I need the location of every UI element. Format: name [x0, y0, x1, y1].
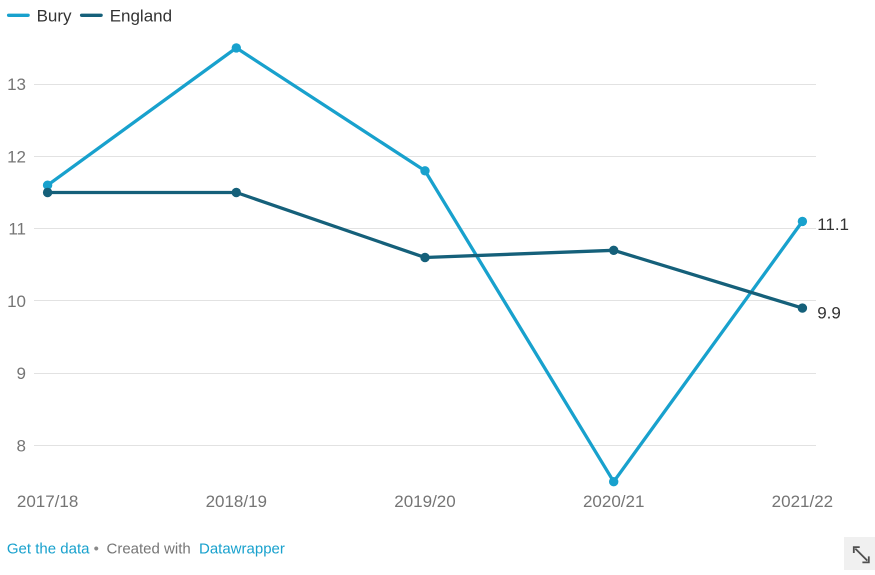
svg-text:2017/18: 2017/18 [17, 492, 78, 511]
svg-text:9.9: 9.9 [817, 304, 841, 323]
svg-text:England: England [110, 7, 172, 26]
svg-text:8: 8 [17, 437, 26, 456]
svg-text:Bury: Bury [37, 7, 72, 26]
svg-text:11: 11 [8, 220, 26, 239]
svg-text:2020/21: 2020/21 [583, 492, 644, 511]
svg-text:12: 12 [7, 147, 26, 166]
svg-text:11.1: 11.1 [817, 215, 849, 234]
svg-text:13: 13 [7, 75, 26, 94]
svg-text:2018/19: 2018/19 [206, 492, 267, 511]
svg-text:10: 10 [7, 292, 26, 311]
svg-text:2021/22: 2021/22 [772, 492, 833, 511]
svg-text:2019/20: 2019/20 [394, 492, 455, 511]
svg-text:9: 9 [17, 364, 26, 383]
